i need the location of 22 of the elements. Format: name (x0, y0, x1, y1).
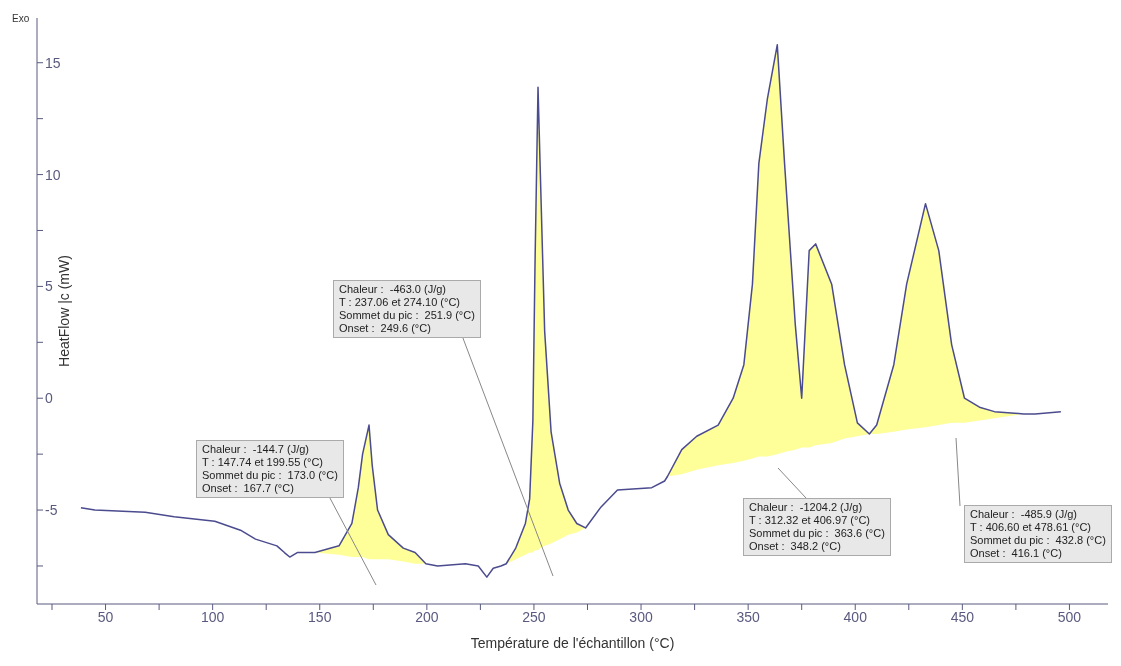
y-tick-label: -5 (45, 502, 58, 519)
x-tick-label: 400 (843, 608, 868, 625)
y-tick-label: 5 (45, 278, 53, 295)
x-tick-label: 100 (200, 608, 225, 625)
annotation: Chaleur : -463.0 (J/g) T : 237.06 et 274.10 (°C) Sommet du pic : 251.9 (°C) Onset : 249.6 (°C) (339, 283, 475, 335)
x-tick-label: 150 (308, 608, 332, 625)
y-tick-label: 15 (45, 54, 61, 71)
x-axis-title: Température de l'échantillon (°C) (470, 635, 675, 651)
annotation: Chaleur : -1204.2 (J/g) T : 312.32 et 406.97 (°C) Sommet du pic : 363.6 (°C) Onset : 348.2 (°C) (749, 501, 885, 553)
y-axis-title: HeatFlow |c (mW) (56, 255, 72, 367)
x-tick-label: 450 (950, 608, 975, 625)
y-tick-label: 0 (45, 390, 53, 407)
y-tick-label: 10 (45, 166, 61, 183)
x-tick-label: 200 (415, 608, 439, 625)
x-tick-label: 50 (97, 608, 114, 625)
annotation: Chaleur : -485.9 (J/g) T : 406.60 et 478.61 (°C) Sommet du pic : 432.8 (°C) Onset : 416.1 (°C) (970, 508, 1106, 560)
x-tick-label: 250 (522, 608, 546, 625)
text: Exo (12, 13, 30, 24)
annotation: Chaleur : -144.7 (J/g) T : 147.74 et 199.55 (°C) Sommet du pic : 173.0 (°C) Onset : 167.7 (°C) (202, 443, 338, 495)
x-tick-label: 350 (736, 608, 761, 625)
x-tick-label: 500 (1057, 608, 1082, 625)
x-tick-label: 300 (629, 608, 653, 625)
